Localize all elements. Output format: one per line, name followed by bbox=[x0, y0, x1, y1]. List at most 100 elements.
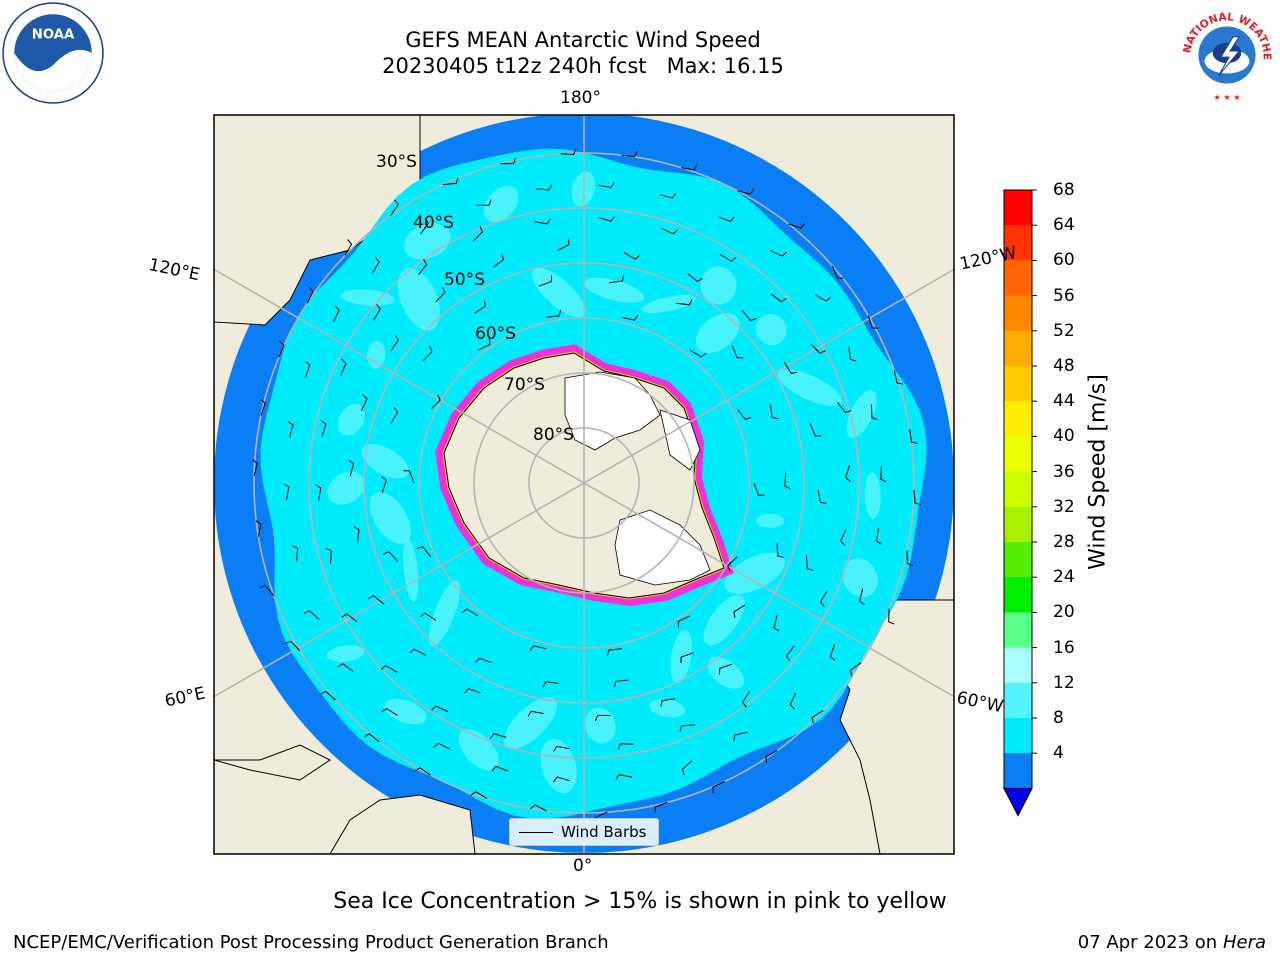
wind-barb bbox=[260, 398, 266, 416]
wind-barbs bbox=[252, 148, 922, 824]
wind-barb bbox=[491, 765, 509, 772]
wind-patch bbox=[842, 558, 878, 598]
wind-barb-legend-line bbox=[519, 832, 553, 833]
colorbar-swatch bbox=[1004, 753, 1032, 789]
colorbar-tick-label: 52 bbox=[1053, 320, 1075, 341]
wind-patch bbox=[846, 390, 877, 438]
wind-barb bbox=[430, 394, 441, 410]
wind-barb bbox=[422, 345, 433, 362]
wind-barb bbox=[613, 679, 629, 688]
wind-barb bbox=[380, 664, 398, 673]
wind-patch bbox=[695, 312, 740, 354]
wind-barb bbox=[817, 489, 827, 504]
wind-barb bbox=[845, 465, 851, 482]
wind-barb bbox=[383, 551, 399, 562]
wind-barb bbox=[534, 218, 551, 225]
colorbar-swatch bbox=[1004, 190, 1032, 226]
wind-patch bbox=[700, 266, 737, 305]
wind-barb bbox=[348, 459, 355, 477]
wind-barb bbox=[689, 349, 707, 358]
colorbar-swatch bbox=[1004, 366, 1032, 402]
wind-barb bbox=[788, 222, 806, 229]
colorbar-swatch bbox=[1004, 682, 1032, 719]
wind-barb bbox=[367, 595, 384, 605]
wind-barb bbox=[361, 394, 368, 411]
wind-barb bbox=[770, 293, 787, 303]
wind-patch bbox=[755, 313, 787, 346]
colorbar-swatch bbox=[1004, 718, 1032, 754]
wind-barb bbox=[719, 663, 733, 675]
wind-barb bbox=[475, 199, 492, 206]
wind-barb bbox=[403, 470, 415, 484]
wind-patch bbox=[458, 729, 499, 771]
wind-barb bbox=[320, 420, 327, 437]
wind-barb bbox=[420, 217, 429, 235]
wind-barb bbox=[848, 346, 857, 362]
wind-barb bbox=[806, 555, 813, 571]
colorbar-tick-label: 44 bbox=[1053, 391, 1075, 412]
lat-label-30s: 30°S bbox=[376, 152, 417, 172]
wind-barb bbox=[332, 305, 340, 323]
colorbar-swatch bbox=[1004, 330, 1032, 367]
colorbar-tick-label: 12 bbox=[1053, 672, 1075, 693]
wind-barb bbox=[880, 466, 887, 483]
wind-barb bbox=[419, 612, 437, 621]
wind-barb bbox=[741, 310, 757, 322]
wind-barb bbox=[712, 781, 725, 794]
wind-barb bbox=[292, 545, 299, 562]
ross-ice-shelf bbox=[564, 371, 661, 451]
wind-barb bbox=[560, 148, 577, 156]
wind-barb bbox=[381, 707, 398, 716]
wind-barb-legend-label: Wind Barbs bbox=[561, 823, 647, 841]
wind-barb bbox=[811, 710, 824, 724]
wind-barb bbox=[337, 663, 354, 672]
lat-label-60s: 60°S bbox=[475, 324, 516, 344]
wind-barb bbox=[785, 645, 795, 662]
wind-barb bbox=[259, 585, 275, 596]
wind-barb bbox=[529, 645, 547, 652]
colorbar-swatch bbox=[1004, 647, 1032, 684]
wind-patch bbox=[397, 268, 440, 331]
footer-organization: NCEP/EMC/Verification Post Processing Pr… bbox=[13, 932, 609, 953]
wind-barb bbox=[773, 614, 780, 632]
colorbar-swatch bbox=[1004, 542, 1032, 578]
wind-barb bbox=[681, 164, 698, 171]
wind-barb bbox=[390, 407, 399, 424]
colorbar-tick-label: 36 bbox=[1053, 461, 1075, 482]
wind-patch bbox=[369, 492, 411, 544]
wind-barb bbox=[737, 188, 755, 195]
colorbar-swatch bbox=[1004, 612, 1032, 649]
wind-barb bbox=[753, 482, 765, 496]
wind-barb bbox=[776, 542, 784, 558]
wind-patch bbox=[777, 369, 842, 407]
australia-land bbox=[214, 115, 421, 326]
wind-patch bbox=[707, 657, 744, 689]
colorbar-swatch bbox=[1004, 471, 1032, 508]
wind-barb bbox=[433, 742, 451, 750]
wind-barb bbox=[677, 615, 691, 628]
wind-patch bbox=[384, 698, 427, 725]
wind-barb bbox=[679, 724, 695, 732]
wind-barb bbox=[594, 714, 611, 722]
wind-barb bbox=[783, 361, 798, 374]
wind-barb bbox=[283, 483, 290, 500]
nws-logo: NATIONAL WEATHER SERVICE ★ ★ ★ bbox=[1176, 2, 1274, 102]
wind-barb bbox=[306, 286, 314, 304]
wind-barb bbox=[278, 340, 285, 358]
wind-barb bbox=[390, 334, 399, 352]
graticule bbox=[214, 115, 954, 854]
meridian-line bbox=[214, 268, 585, 484]
colorbar-tick-label: 28 bbox=[1053, 532, 1075, 552]
wind-barb bbox=[733, 604, 746, 618]
wind-barb bbox=[530, 804, 547, 812]
wind-barb bbox=[414, 767, 431, 776]
svg-text:★ ★ ★: ★ ★ ★ bbox=[1213, 92, 1240, 102]
wind-barb bbox=[320, 690, 336, 701]
wind-barb bbox=[325, 547, 332, 564]
sea-ice-edge bbox=[435, 344, 734, 607]
chart-subtitle: 20230405 t12z 240h fcst Max: 16.15 bbox=[382, 54, 784, 78]
wind-barb bbox=[606, 648, 622, 657]
wind-barb bbox=[381, 476, 387, 494]
colorbar-label: Wind Speed [m/s] bbox=[1085, 374, 1111, 570]
